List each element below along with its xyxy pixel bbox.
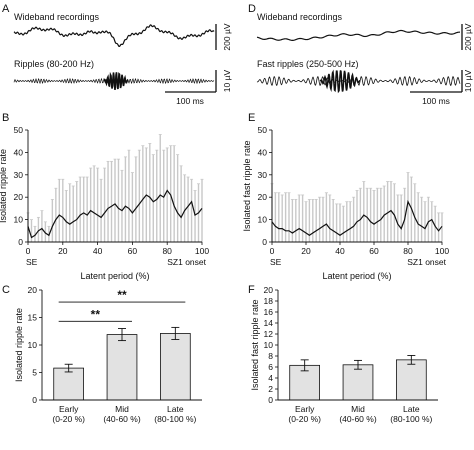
y-tick-label: 6 bbox=[268, 362, 273, 372]
x-axis-label: Latent period (%) bbox=[322, 271, 391, 281]
y-axis-label: Isolated fast ripple rate bbox=[242, 140, 252, 231]
category-label: Late bbox=[403, 404, 420, 414]
ripple-burst-a bbox=[103, 71, 129, 90]
y-tick-label: 30 bbox=[14, 170, 24, 180]
x-tick-label: 40 bbox=[335, 246, 345, 256]
category-label: Mid bbox=[351, 404, 365, 414]
x-tick-label: 20 bbox=[58, 246, 68, 256]
category-range-label: (80-100 %) bbox=[390, 414, 432, 424]
significance-label: ** bbox=[117, 288, 127, 302]
panel-letter-f: F bbox=[248, 284, 255, 296]
y-tick-label: 40 bbox=[14, 147, 24, 157]
x-tick-label: 60 bbox=[369, 246, 379, 256]
x-tick-label: 80 bbox=[403, 246, 413, 256]
panel-letter-b: B bbox=[2, 112, 9, 124]
x-tick-label: 100 bbox=[435, 246, 449, 256]
y-tick-label: 20 bbox=[258, 192, 268, 202]
fast-ripple-burst-d bbox=[319, 69, 361, 94]
category-label: Late bbox=[167, 404, 184, 414]
category-range-label: (40-60 %) bbox=[339, 414, 376, 424]
category-range-label: (80-100 %) bbox=[154, 414, 196, 424]
y-tick-label: 10 bbox=[14, 215, 24, 225]
panel-letter-e: E bbox=[248, 112, 255, 124]
panel-letter-a: A bbox=[2, 3, 10, 15]
y-axis-label: Isolated ripple rate bbox=[14, 308, 24, 382]
chart-c-ripple-bars: Early(0-20 %) Mid(40-60 %) Late(80-100 %) *… bbox=[14, 285, 202, 424]
chart-e-fast-ripple-rate: 0 10 20 30 40 50 0 20 40 60 80 100 SE SZ1 onset Latent… bbox=[242, 125, 449, 281]
panel-letter-c: C bbox=[2, 284, 10, 296]
x-axis-label: Latent period (%) bbox=[80, 271, 149, 281]
wideband-trace-a bbox=[13, 24, 215, 48]
category-range-label: (0-20 %) bbox=[52, 414, 85, 424]
chart-b-ripple-rate: 0 10 20 30 40 50 0 20 40 60 80 100 SE SZ1 onset Latent… bbox=[0, 125, 209, 281]
bar bbox=[395, 359, 427, 401]
x-tick-label: 0 bbox=[26, 246, 31, 256]
y-tick-label: 2 bbox=[268, 384, 273, 394]
bar bbox=[53, 367, 85, 401]
wideband-label-a: Wideband recordings bbox=[14, 12, 100, 22]
bar bbox=[342, 364, 374, 401]
y-tick-label: 0 bbox=[262, 237, 267, 247]
y-axis-label: Isolated ripple rate bbox=[0, 149, 8, 223]
mean-line bbox=[27, 189, 203, 239]
y-tick-label: 8 bbox=[268, 351, 273, 361]
wideband-trace-d bbox=[256, 29, 461, 41]
y-tick-label: 18 bbox=[264, 296, 274, 306]
wideband-label-d: Wideband recordings bbox=[257, 12, 343, 22]
y-tick-label: 20 bbox=[28, 285, 38, 295]
panel-a: A Wideband recordings 200 µV Ripples (80… bbox=[2, 3, 232, 106]
filtered-scale-d: 10 µV bbox=[463, 69, 473, 92]
x-tick-label: 0 bbox=[270, 246, 275, 256]
y-tick-label: 30 bbox=[258, 170, 268, 180]
y-tick-label: 16 bbox=[264, 307, 274, 317]
y-tick-label: 5 bbox=[32, 368, 37, 378]
time-scale-a: 100 ms bbox=[176, 96, 204, 106]
y-axis-label: Isolated fast ripple rate bbox=[250, 299, 260, 390]
start-label: SE bbox=[270, 257, 282, 267]
y-tick-label: 50 bbox=[14, 125, 24, 135]
bar bbox=[159, 333, 191, 401]
panel-d: D Wideband recordings 200 µV Fast ripple… bbox=[248, 3, 473, 106]
y-tick-label: 0 bbox=[268, 395, 273, 405]
filtered-scale-a: 10 µV bbox=[222, 69, 232, 92]
significance-label: ** bbox=[91, 307, 101, 321]
x-tick-label: 60 bbox=[128, 246, 138, 256]
y-tick-label: 0 bbox=[18, 237, 23, 247]
y-tick-label: 20 bbox=[264, 285, 274, 295]
y-tick-label: 50 bbox=[258, 125, 268, 135]
time-scale-d: 100 ms bbox=[422, 96, 450, 106]
y-tick-label: 10 bbox=[258, 215, 268, 225]
x-tick-label: 80 bbox=[162, 246, 172, 256]
x-tick-label: 100 bbox=[195, 246, 209, 256]
category-label: Early bbox=[59, 404, 79, 414]
end-label: SZ1 onset bbox=[407, 257, 446, 267]
y-tick-label: 10 bbox=[28, 340, 38, 350]
category-range-label: (40-60 %) bbox=[103, 414, 140, 424]
filtered-label-d: Fast ripples (250-500 Hz) bbox=[257, 59, 359, 69]
x-tick-label: 20 bbox=[301, 246, 311, 256]
category-label: Mid bbox=[115, 404, 129, 414]
panel-letter-d: D bbox=[248, 3, 256, 15]
start-label: SE bbox=[26, 257, 38, 267]
y-tick-label: 20 bbox=[14, 192, 24, 202]
y-tick-label: 12 bbox=[264, 329, 274, 339]
bar bbox=[106, 334, 138, 401]
fast-ripple-trace-d bbox=[256, 75, 461, 86]
y-tick-label: 10 bbox=[264, 340, 274, 350]
end-label: SZ1 onset bbox=[167, 257, 206, 267]
category-label: Early bbox=[295, 404, 315, 414]
chart-f-fast-ripple-bars: Early(0-20 %) Mid(40-60 %) Late(80-100 %) 0… bbox=[250, 285, 438, 424]
x-tick-label: 40 bbox=[93, 246, 103, 256]
wideband-scale-a: 200 µV bbox=[222, 23, 232, 50]
wideband-scale-d: 200 µV bbox=[463, 23, 473, 50]
category-range-label: (0-20 %) bbox=[288, 414, 321, 424]
mean-line bbox=[271, 199, 443, 237]
y-tick-label: 14 bbox=[264, 318, 274, 328]
y-tick-label: 15 bbox=[28, 313, 38, 323]
y-tick-label: 4 bbox=[268, 373, 273, 383]
filtered-label-a: Ripples (80-200 Hz) bbox=[14, 59, 94, 69]
y-tick-label: 40 bbox=[258, 147, 268, 157]
y-tick-label: 0 bbox=[32, 395, 37, 405]
